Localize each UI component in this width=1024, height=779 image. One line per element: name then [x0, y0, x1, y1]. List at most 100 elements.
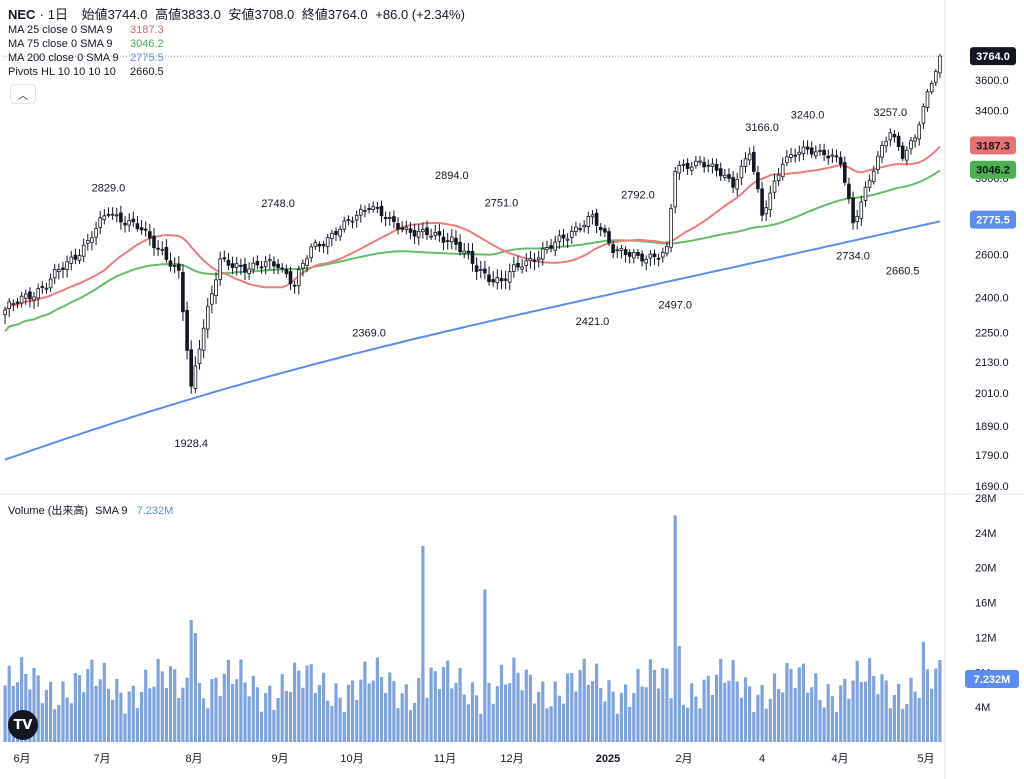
candle-body	[466, 250, 471, 254]
candle-body	[917, 124, 921, 140]
candle-body	[247, 268, 251, 274]
volume-bar	[82, 692, 86, 742]
volume-bar	[595, 663, 599, 742]
time-axis-label: 10月	[340, 753, 363, 765]
volume-bar	[483, 589, 487, 742]
volume-bar	[797, 667, 801, 742]
volume-bar	[855, 660, 859, 742]
candle-body	[594, 212, 599, 226]
volume-bar	[466, 704, 470, 742]
candle-body	[896, 135, 901, 148]
volume-bar	[619, 692, 623, 742]
volume-bar	[508, 683, 512, 742]
candle-body	[441, 236, 446, 243]
volume-bar	[206, 708, 210, 742]
volume-bar	[901, 708, 905, 742]
volume-bar	[450, 688, 454, 742]
candle-body	[760, 188, 764, 216]
candle-body	[545, 247, 549, 250]
candle-body	[541, 248, 545, 260]
interval-label[interactable]: 1日	[47, 7, 69, 22]
volume-bar	[930, 688, 934, 742]
volume-bar	[148, 688, 152, 742]
volume-bar	[512, 657, 516, 742]
volume-bar	[69, 703, 73, 742]
candle-body	[636, 251, 640, 256]
tradingview-logo[interactable]: TV	[8, 710, 38, 740]
candle-body	[458, 241, 462, 253]
volume-bar	[272, 709, 276, 742]
candle-body	[681, 163, 686, 166]
volume-bar	[710, 695, 714, 742]
volume-bar	[255, 687, 259, 742]
ma200-line	[4, 220, 941, 461]
volume-bar	[624, 684, 628, 742]
volume-bar	[590, 681, 595, 742]
candle-body	[176, 263, 181, 271]
legend-pivots-label: Pivots HL 10 10 10 10	[8, 66, 116, 78]
candle-body	[449, 236, 454, 243]
volume-bar	[801, 663, 805, 742]
legend-ma200[interactable]: MA 200 close 0 SMA 9 2775.5	[8, 52, 164, 64]
volume-bar	[417, 678, 421, 742]
price-tick-label: 3400.0	[975, 106, 1009, 118]
volume-bar	[566, 673, 570, 742]
candle-body	[888, 132, 893, 141]
volume-legend[interactable]: Volume (出来高) SMA 9 7.232M	[8, 502, 173, 518]
candle-body	[135, 223, 140, 230]
candle-body	[520, 266, 524, 270]
candle-body	[553, 241, 557, 251]
candle-body	[189, 349, 194, 387]
time-axis-label: 12月	[500, 753, 523, 765]
candle-body	[822, 149, 826, 156]
legend-pivots[interactable]: Pivots HL 10 10 10 10 2660.5	[8, 66, 164, 78]
volume-bar	[338, 697, 342, 742]
candle-body	[656, 257, 661, 260]
volume-bar	[160, 671, 164, 742]
volume-bar	[3, 685, 7, 742]
candle-body	[491, 279, 495, 283]
volume-bar	[905, 703, 909, 742]
symbol-name[interactable]: NEC	[8, 7, 36, 22]
price-tick-label: 2400.0	[975, 293, 1009, 305]
volume-bar	[876, 694, 880, 742]
volume-bar	[847, 698, 851, 742]
volume-bar	[202, 698, 206, 742]
low-label: 安値	[228, 7, 255, 22]
candle-body	[623, 249, 628, 255]
volume-bar	[872, 675, 876, 742]
volume-bar	[657, 688, 661, 742]
volume-bar	[24, 674, 28, 742]
volume-bar	[834, 711, 839, 742]
candle-body	[143, 228, 148, 231]
open-label: 始値	[81, 7, 108, 22]
candle-body	[214, 279, 218, 296]
candle-body	[474, 265, 479, 272]
legend-ma75-value: 3046.2	[130, 38, 164, 50]
volume-bar	[694, 696, 698, 742]
candle-body	[859, 201, 864, 219]
candle-body	[723, 174, 727, 178]
candle-body	[652, 253, 657, 257]
volume-bar	[140, 692, 144, 742]
candle-body	[793, 154, 797, 157]
collapse-legend-button[interactable]: ︿	[10, 84, 36, 104]
candle-body	[90, 237, 94, 243]
candle-body	[7, 301, 12, 309]
legend-ma75[interactable]: MA 75 close 0 SMA 9 3046.2	[8, 38, 164, 50]
volume-bar	[20, 657, 24, 742]
time-axis-label: 6月	[13, 753, 30, 765]
candle-body	[416, 230, 421, 238]
candle-body	[689, 166, 694, 171]
candle-body	[32, 296, 36, 301]
volume-bar	[603, 701, 607, 742]
price-tag-label: 3046.2	[976, 165, 1010, 177]
candle-body	[325, 236, 330, 247]
volume-bar	[528, 674, 532, 742]
candle-body	[172, 265, 177, 268]
legend-ma25[interactable]: MA 25 close 0 SMA 9 3187.3	[8, 24, 164, 36]
candle-body	[536, 257, 541, 261]
candle-body	[367, 208, 371, 210]
candle-body	[396, 223, 400, 230]
